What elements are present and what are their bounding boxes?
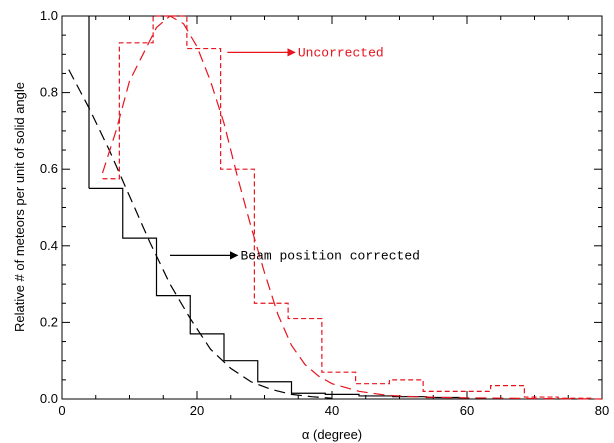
y-axis-label: Relative # of meteors per unit of solid … [12,82,27,332]
x-axis: 0 20 40 60 80 [58,16,609,418]
annotation-label: Beam position corrected [241,248,420,263]
annotation-layer: Uncorrected Beam position corrected [170,45,420,263]
y-axis: 0.0 0.2 0.4 0.6 0.8 1.0 [40,8,602,406]
y-tick-label: 0.4 [40,238,58,253]
y-tick-label: 0.2 [40,314,58,329]
series-uncorrected_fit [101,15,603,400]
x-tick-label: 60 [460,403,474,418]
y-tick-label: 0.0 [40,391,58,406]
y-tick-label: 1.0 [40,8,58,23]
x-tick-label: 80 [595,403,609,418]
series-uncorrected_hist [102,15,592,399]
x-axis-label: α (degree) [302,427,362,442]
series-corrected_hist [89,187,461,399]
x-tick-label: 0 [58,403,65,418]
series-layer [68,15,603,400]
plot-frame [61,15,603,400]
series-corrected_fit [68,69,333,399]
x-tick-label: 20 [190,403,204,418]
annotation-label: Uncorrected [298,45,384,60]
x-tick-label: 40 [325,403,339,418]
y-tick-label: 0.6 [40,161,58,176]
y-tick-label: 0.8 [40,85,58,100]
